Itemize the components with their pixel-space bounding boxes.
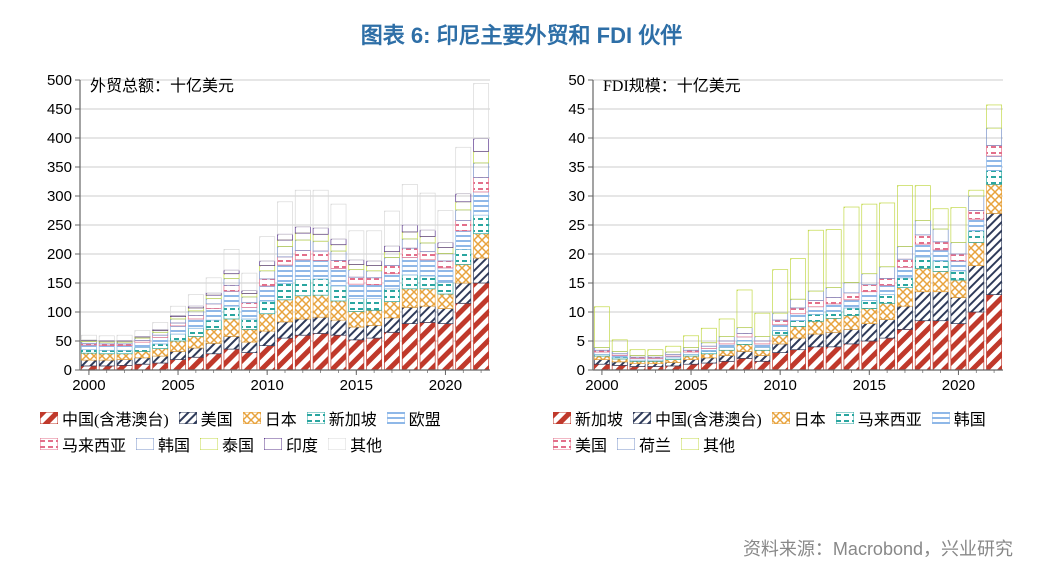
- svg-text:350: 350: [47, 159, 72, 176]
- svg-text:450: 450: [47, 101, 72, 118]
- legend-label: 欧盟: [409, 406, 441, 430]
- legend-label: 韩国: [158, 432, 190, 456]
- svg-text:25: 25: [568, 217, 585, 234]
- legend-swatch: [617, 438, 635, 450]
- legend-swatch: [772, 412, 790, 424]
- legend-label: 中国(含港澳台): [62, 406, 169, 430]
- panel-subtitle: FDI规模：十亿美元: [603, 72, 741, 96]
- legend-label: 美国: [575, 432, 607, 456]
- legend-item: 新加坡: [553, 406, 623, 430]
- legend-label: 其他: [350, 432, 382, 456]
- svg-text:2000: 2000: [72, 377, 105, 394]
- legend-label: 印度: [286, 432, 318, 456]
- legend-label: 马来西亚: [62, 432, 126, 456]
- svg-text:50: 50: [55, 333, 72, 350]
- svg-text:40: 40: [568, 130, 585, 147]
- legend-swatch: [836, 412, 854, 424]
- svg-text:50: 50: [568, 72, 585, 89]
- legend-item: 印度: [264, 432, 318, 456]
- legend-item: 中国(含港澳台): [40, 406, 169, 430]
- legend-item: 美国: [179, 406, 233, 430]
- svg-text:400: 400: [47, 130, 72, 147]
- svg-text:2005: 2005: [674, 377, 707, 394]
- panel-fdi: 0 5 10 15 20 25 30 35 40 45 50 2000 2005 2010 2015 2020…: [543, 60, 1013, 458]
- legend-swatch: [179, 412, 197, 424]
- legend-item: 日本: [243, 406, 297, 430]
- legend-label: 新加坡: [575, 406, 623, 430]
- legend-swatch: [40, 438, 58, 450]
- svg-text:300: 300: [47, 188, 72, 205]
- svg-text:20: 20: [568, 246, 585, 263]
- legend-item: 韩国: [136, 432, 190, 456]
- panels-row: 0501001502002503003504004505002000200520…: [0, 60, 1043, 458]
- svg-text:2015: 2015: [340, 377, 373, 394]
- legend-swatch: [553, 412, 571, 424]
- legend-item: 其他: [681, 432, 735, 456]
- legend-item: 荷兰: [617, 432, 671, 456]
- legend-swatch: [307, 412, 325, 424]
- figure-page: 图表 6: 印尼主要外贸和 FDI 伙伴 0501001502002503003…: [0, 0, 1043, 579]
- svg-text:15: 15: [568, 275, 585, 292]
- figure-title: 图表 6: 印尼主要外贸和 FDI 伙伴: [0, 0, 1043, 50]
- svg-text:0: 0: [577, 362, 585, 379]
- svg-text:0: 0: [64, 362, 72, 379]
- svg-text:2010: 2010: [763, 377, 796, 394]
- svg-text:30: 30: [568, 188, 585, 205]
- svg-text:100: 100: [47, 304, 72, 321]
- panel-subtitle: 外贸总额：十亿美元: [90, 72, 234, 96]
- legend-item: 日本: [772, 406, 826, 430]
- legend: 中国(含港澳台) 美国 日本 新加坡 欧盟马来西亚 韩国 泰国 印度 其他: [30, 400, 520, 458]
- svg-text:5: 5: [577, 333, 585, 350]
- legend-swatch: [136, 438, 154, 450]
- panel-trade: 0 50 100 150 200 250 300 350 400 450 500 2000 2005 20…: [30, 60, 500, 458]
- svg-text:2020: 2020: [942, 377, 975, 394]
- legend-item: 韩国: [932, 406, 986, 430]
- legend-swatch: [681, 438, 699, 450]
- legend-item: 新加坡: [307, 406, 377, 430]
- legend-swatch: [387, 412, 405, 424]
- svg-text:10: 10: [568, 304, 585, 321]
- svg-text:2005: 2005: [161, 377, 194, 394]
- legend-label: 泰国: [222, 432, 254, 456]
- svg-text:150: 150: [47, 275, 72, 292]
- svg-text:200: 200: [47, 246, 72, 263]
- svg-text:2015: 2015: [853, 377, 886, 394]
- legend-label: 日本: [265, 406, 297, 430]
- source-line: 资料来源：Macrobond，兴业研究: [743, 535, 1013, 561]
- legend-label: 中国(含港澳台): [655, 406, 762, 430]
- legend-swatch: [932, 412, 950, 424]
- svg-text:2010: 2010: [250, 377, 283, 394]
- legend: 新加坡 中国(含港澳台) 日本 马来西亚 韩国美国 荷兰 其他: [543, 400, 1033, 458]
- legend-label: 韩国: [954, 406, 986, 430]
- legend-label: 荷兰: [639, 432, 671, 456]
- legend-item: 马来西亚: [40, 432, 126, 456]
- legend-item: 其他: [328, 432, 382, 456]
- legend-item: 欧盟: [387, 406, 441, 430]
- legend-item: 美国: [553, 432, 607, 456]
- svg-text:2000: 2000: [585, 377, 618, 394]
- legend-label: 美国: [201, 406, 233, 430]
- legend-item: 马来西亚: [836, 406, 922, 430]
- legend-label: 日本: [794, 406, 826, 430]
- svg-text:2020: 2020: [429, 377, 462, 394]
- svg-text:500: 500: [47, 72, 72, 89]
- legend-label: 马来西亚: [858, 406, 922, 430]
- legend-swatch: [243, 412, 261, 424]
- svg-text:35: 35: [568, 159, 585, 176]
- svg-text:45: 45: [568, 101, 585, 118]
- legend-swatch: [553, 438, 571, 450]
- legend-swatch: [200, 438, 218, 450]
- legend-swatch: [40, 412, 58, 424]
- legend-swatch: [633, 412, 651, 424]
- legend-item: 泰国: [200, 432, 254, 456]
- legend-swatch: [328, 438, 346, 450]
- svg-text:250: 250: [47, 217, 72, 234]
- legend-item: 中国(含港澳台): [633, 406, 762, 430]
- legend-label: 其他: [703, 432, 735, 456]
- legend-label: 新加坡: [329, 406, 377, 430]
- legend-swatch: [264, 438, 282, 450]
